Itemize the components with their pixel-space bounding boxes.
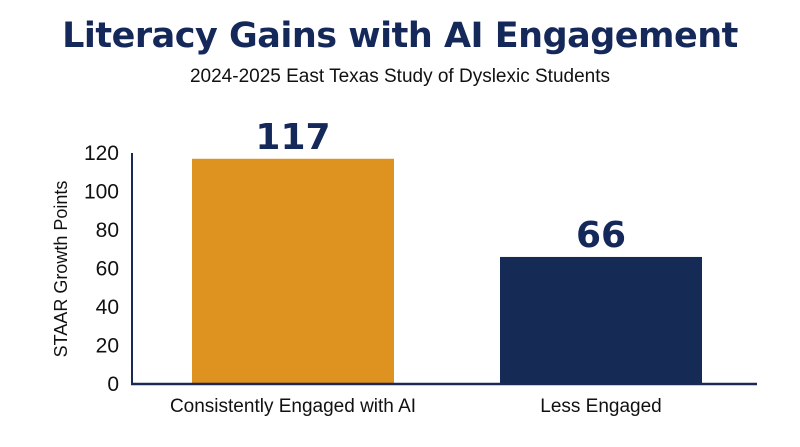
y-axis-label: STAAR Growth Points (51, 181, 71, 358)
chart-title: Literacy Gains with AI Engagement (62, 16, 738, 56)
y-tick-label: 60 (96, 258, 119, 281)
bars (192, 158, 702, 384)
bar (192, 158, 394, 384)
x-axis: Consistently Engaged with AI Less Engaged (131, 382, 757, 417)
x-category-label: Less Engaged (540, 396, 662, 417)
y-tick-label: 40 (96, 296, 119, 319)
data-label: 117 (255, 117, 330, 158)
y-tick-label: 120 (84, 142, 119, 165)
y-tick-label: 0 (107, 373, 119, 396)
chart-subtitle: 2024-2025 East Texas Study of Dyslexic S… (189, 66, 610, 87)
bar (500, 256, 702, 384)
y-tick-label: 20 (96, 335, 119, 358)
y-tick-label: 80 (96, 219, 119, 242)
x-category-label: Consistently Engaged with AI (170, 396, 416, 417)
y-tick-label: 100 (84, 181, 119, 204)
y-axis: 0 20 40 60 80 100 120 STAAR Growth Points (51, 142, 133, 396)
data-label: 66 (576, 215, 626, 256)
data-labels: 117 66 (255, 117, 626, 256)
